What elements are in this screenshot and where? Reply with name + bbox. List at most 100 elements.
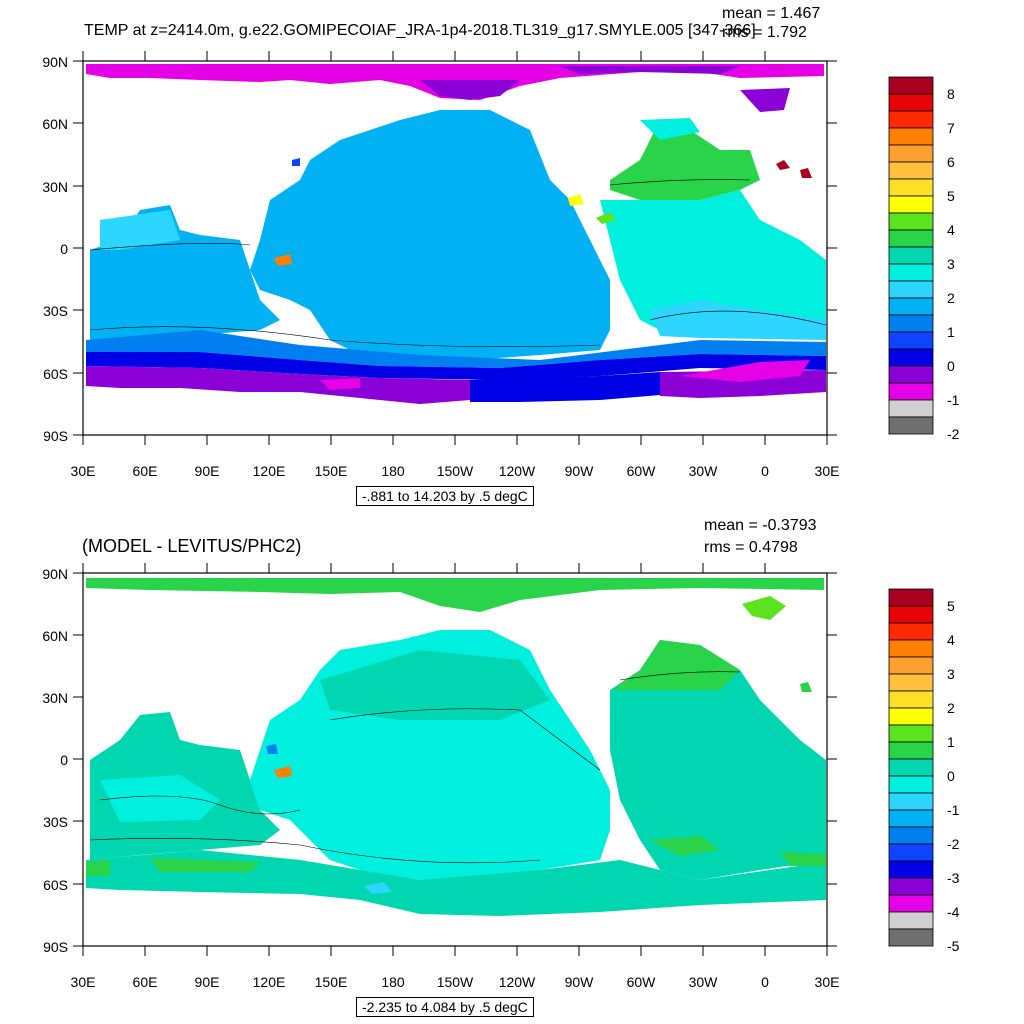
- colorbar-swatch: [888, 263, 934, 282]
- colorbar-swatch: [888, 76, 934, 95]
- panel1-xtick: 180: [381, 463, 405, 479]
- colorbar-label: 1: [947, 324, 955, 340]
- panel1-xtick: 30E: [70, 463, 96, 479]
- colorbar-swatch: [888, 622, 934, 641]
- atlantic-diff: [610, 640, 826, 880]
- colorbar-swatch: [888, 792, 934, 811]
- panel2-xtick: 0: [761, 974, 769, 990]
- colorbar-swatch: [888, 246, 934, 265]
- panel1-map: [86, 64, 827, 404]
- colorbar-swatch: [888, 161, 934, 180]
- panel2-ytick: 30S: [43, 814, 68, 830]
- colorbar-label: 3: [947, 666, 955, 682]
- colorbar-label: 5: [947, 188, 955, 204]
- colorbar-label: -4: [947, 904, 960, 920]
- colorbar-swatch: [888, 297, 934, 316]
- panel1-ytick: 90N: [42, 54, 68, 70]
- panel1-ytick: 90S: [43, 428, 68, 444]
- colorbar-swatch: [888, 588, 934, 607]
- colorbar-label: -1: [947, 392, 960, 408]
- panel2-xtick: 60E: [132, 974, 158, 990]
- panel1-xtick: 90W: [564, 463, 594, 479]
- panel2-xtick: 90E: [194, 974, 220, 990]
- colorbar-swatch: [888, 639, 934, 658]
- panel1-xtick: 150E: [314, 463, 348, 479]
- colorbar-swatch: [888, 399, 934, 418]
- colorbar-swatch: [888, 690, 934, 709]
- panel2-xtick: 180: [381, 974, 405, 990]
- colorbar-swatch: [888, 758, 934, 777]
- panel2-xtick: 30E: [814, 974, 840, 990]
- panel1-ticks: [73, 51, 837, 445]
- southern-ocean-band3: [86, 366, 470, 404]
- colorbar-swatch: [888, 416, 934, 435]
- colorbar-swatch: [888, 656, 934, 675]
- panel2-ticks: [73, 563, 837, 956]
- colorbar-swatch: [888, 348, 934, 367]
- colorbar-label: -2: [947, 836, 960, 852]
- colorbar-swatch: [888, 741, 934, 760]
- panel2-ytick: 30N: [42, 690, 68, 706]
- panel2-title: (MODEL - LEVITUS/PHC2): [82, 536, 302, 556]
- colorbar-swatch: [888, 382, 934, 401]
- panel1-xtick: 60E: [132, 463, 158, 479]
- panel2-xtick: 30E: [70, 974, 96, 990]
- panel1-mean: mean = 1.467: [722, 5, 821, 22]
- colorbar-label: 8: [947, 86, 955, 102]
- panel2-ytick: 60N: [42, 628, 68, 644]
- colorbar-swatch: [888, 365, 934, 384]
- panel1-colorbar: [888, 76, 934, 435]
- colorbar-swatch: [888, 195, 934, 214]
- colorbar-label: -5: [947, 938, 960, 954]
- pacific-ocean: [250, 110, 610, 360]
- colorbar-swatch: [888, 605, 934, 624]
- colorbar-label: 1: [947, 734, 955, 750]
- panel1-ytick: 60S: [43, 366, 68, 382]
- colorbar-label: 4: [947, 222, 955, 238]
- panel2-xtick: 120E: [252, 974, 286, 990]
- colorbar-swatch: [888, 93, 934, 112]
- colorbar-swatch: [888, 673, 934, 692]
- panel1-xtick: 150W: [436, 463, 474, 479]
- panel2-ytick: 60S: [43, 877, 68, 893]
- colorbar-label: 2: [947, 290, 955, 306]
- north-atlantic: [610, 120, 760, 200]
- panel1-xtick: 120W: [498, 463, 536, 479]
- panel1-ytick: 60N: [42, 116, 68, 132]
- colorbar-swatch: [888, 212, 934, 231]
- colorbar-swatch: [888, 314, 934, 333]
- colorbar-label: 7: [947, 120, 955, 136]
- panel2-xtick: 120W: [498, 974, 536, 990]
- colorbar-label: -2: [947, 426, 960, 442]
- panel1-xtick: 90E: [194, 463, 220, 479]
- colorbar-swatch: [888, 280, 934, 299]
- panel1-xtick: 60W: [626, 463, 656, 479]
- southern-ocean-band1: [86, 330, 826, 368]
- colorbar-label: 6: [947, 154, 955, 170]
- south-atlantic: [600, 190, 826, 330]
- panel2-mean: mean = -0.3793: [704, 517, 817, 534]
- panel2-ytick: 90S: [43, 939, 68, 955]
- colorbar-label: 5: [947, 598, 955, 614]
- colorbar-swatch: [888, 809, 934, 828]
- colorbar-swatch: [888, 843, 934, 862]
- panel1-ytick: 30N: [42, 179, 68, 195]
- panel1-rms: rms = 1.792: [722, 24, 807, 41]
- panel1-xtick: 30E: [814, 463, 840, 479]
- colorbar-label: 3: [947, 256, 955, 272]
- colorbar-swatch: [888, 860, 934, 879]
- colorbar-swatch: [888, 229, 934, 248]
- colorbar-swatch: [888, 127, 934, 146]
- colorbar-swatch: [888, 110, 934, 129]
- panel2-colorbar: [888, 588, 934, 947]
- colorbar-label: 0: [947, 358, 955, 374]
- panel2-info-box: -2.235 to 4.084 by .5 degC: [356, 997, 534, 1017]
- colorbar-swatch: [888, 894, 934, 913]
- colorbar-swatch: [888, 331, 934, 350]
- panel2-map: [86, 578, 826, 916]
- panel2-xtick: 60W: [626, 974, 656, 990]
- colorbar-swatch: [888, 724, 934, 743]
- colorbar-label: -1: [947, 802, 960, 818]
- panel1-xtick: 120E: [252, 463, 286, 479]
